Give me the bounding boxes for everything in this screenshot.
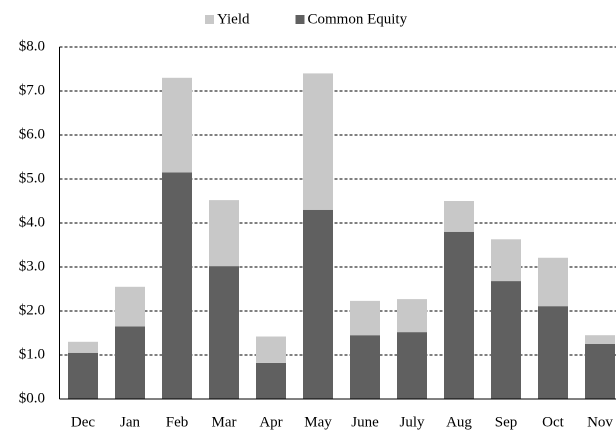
y-tick-label: $3.0 xyxy=(19,258,45,274)
bar-segment xyxy=(68,352,98,399)
bar-segment xyxy=(397,332,427,399)
x-tick-label: Sep xyxy=(495,414,518,430)
bar-segment xyxy=(303,209,333,399)
y-tick-label: $7.0 xyxy=(19,82,45,98)
y-tick-label: $2.0 xyxy=(19,302,45,318)
y-tick-label: $5.0 xyxy=(19,170,45,186)
bar-segment xyxy=(585,335,615,344)
bar-segment xyxy=(585,344,615,399)
x-tick-label: Mar xyxy=(212,414,237,430)
bar-segment xyxy=(444,231,474,399)
bar-segment xyxy=(209,200,239,267)
bar-segment xyxy=(491,281,521,399)
x-tick-label: July xyxy=(399,414,425,430)
x-tick-label: Oct xyxy=(542,414,564,430)
x-tick-label: Feb xyxy=(166,414,189,430)
bar-segment xyxy=(397,299,427,333)
legend-swatch xyxy=(205,15,214,24)
bar-segment xyxy=(350,335,380,399)
legend-swatch xyxy=(295,15,305,24)
y-tick-label: $1.0 xyxy=(19,346,45,362)
y-tick-label: $4.0 xyxy=(19,214,45,230)
bar-segment xyxy=(303,73,333,210)
x-tick-label: May xyxy=(304,414,332,430)
bar-segment xyxy=(538,257,568,307)
bar-segment xyxy=(538,306,568,399)
legend-label: Common Equity xyxy=(308,11,408,27)
bar-segment xyxy=(350,300,380,336)
bar-segment xyxy=(444,201,474,232)
x-tick-label: June xyxy=(351,414,379,430)
x-tick-label: Aug xyxy=(446,414,472,430)
legend-label: Yield xyxy=(217,11,250,27)
x-tick-label: Dec xyxy=(71,414,95,430)
y-tick-label: $6.0 xyxy=(19,126,45,142)
bar-segment xyxy=(162,172,192,399)
x-tick-label: Apr xyxy=(259,414,282,430)
x-tick-label: Nov xyxy=(587,414,613,430)
bar-segment xyxy=(68,341,98,353)
bar-segment xyxy=(256,336,286,363)
bar-segment xyxy=(491,239,521,282)
bar-segment xyxy=(256,362,286,399)
bar-segment xyxy=(162,77,192,173)
bar-segment xyxy=(115,326,145,399)
bar-segment xyxy=(209,266,239,399)
x-tick-label: Jan xyxy=(120,414,140,430)
bar-segment xyxy=(115,286,145,327)
y-tick-label: $8.0 xyxy=(19,38,45,54)
y-tick-label: $0.0 xyxy=(19,390,45,406)
